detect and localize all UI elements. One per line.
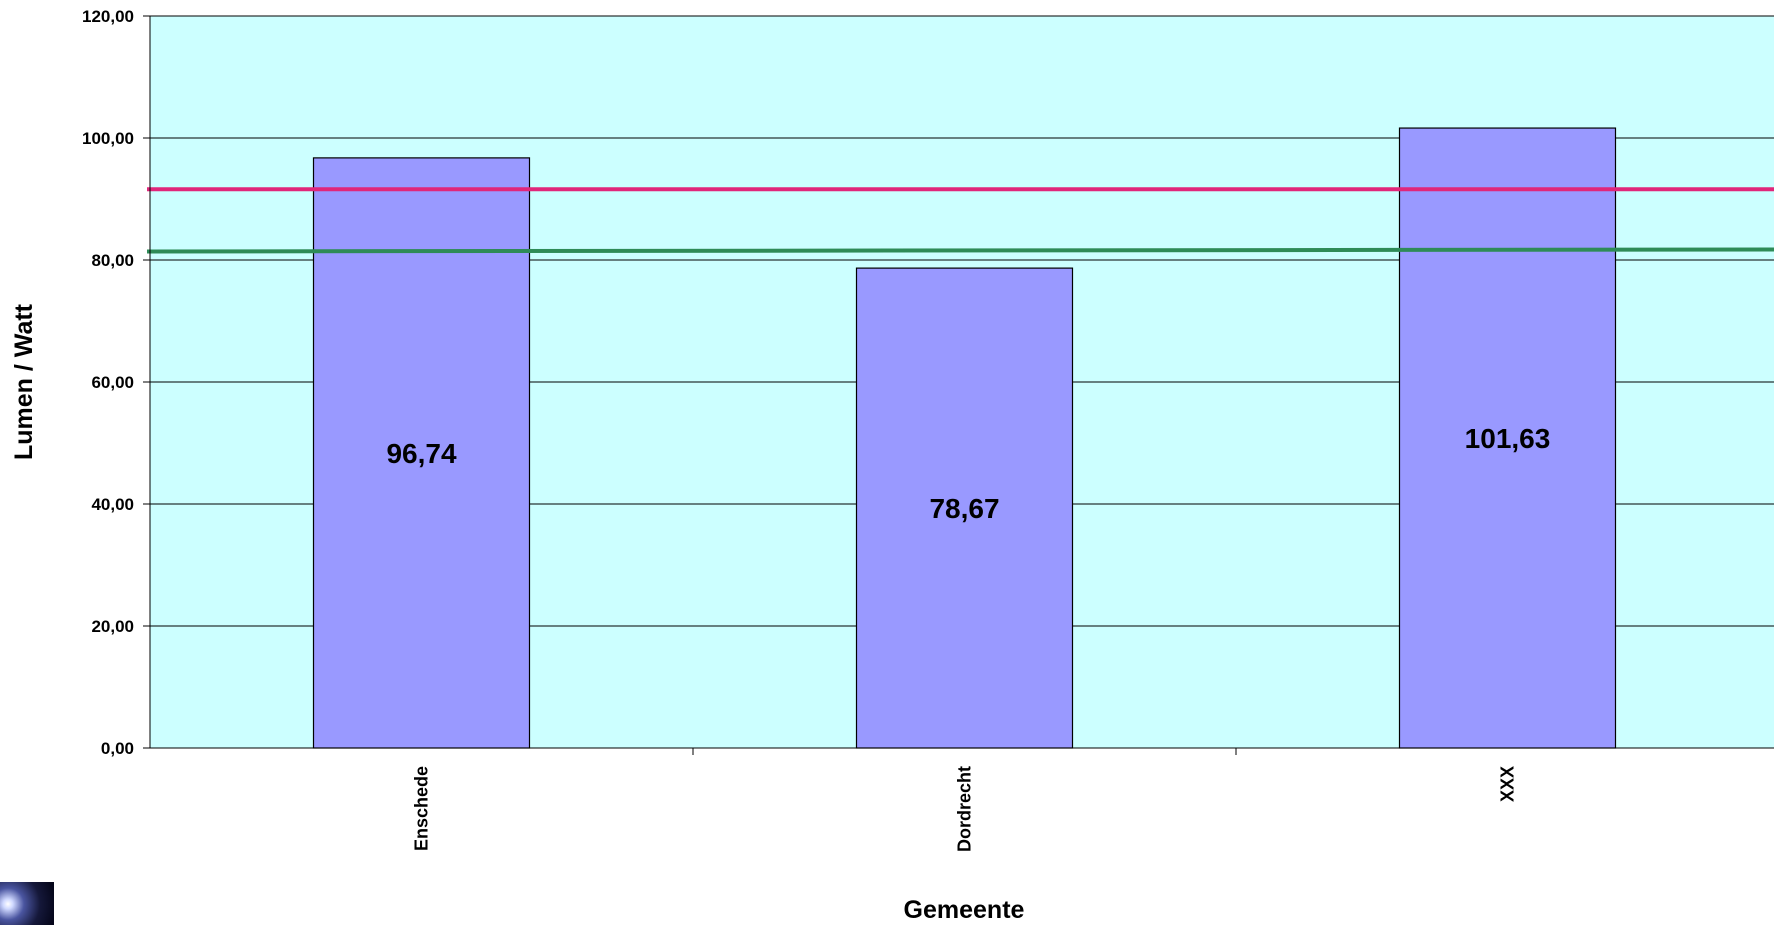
bar-enschede: [312, 157, 531, 749]
y-tick-label: 20,00: [91, 617, 134, 636]
logo-icon: [0, 882, 54, 925]
y-tick-label: 80,00: [91, 251, 134, 270]
y-tick-label: 120,00: [82, 7, 134, 26]
y-tick-label: 40,00: [91, 495, 134, 514]
data-label: 78,67: [929, 493, 999, 524]
x-tick-label: Enschede: [412, 766, 432, 851]
x-tick-label: Dordrecht: [955, 766, 975, 852]
y-tick-label: 0,00: [101, 739, 134, 758]
reference-lines: [146, 187, 1774, 254]
labels: 0,00 20,00 40,00 60,00 80,00 100,00 120,00 96,7…: [82, 7, 1550, 852]
bar-dordrecht: [855, 267, 1074, 749]
y-axis-title: Lumen / Watt: [10, 303, 38, 460]
reference-line: [146, 247, 1774, 254]
bars: [312, 127, 1617, 749]
data-label: 96,74: [386, 438, 456, 469]
axes: [143, 15, 1774, 755]
bar-xxx: [1398, 127, 1617, 749]
y-tick-label: 60,00: [91, 373, 134, 392]
x-tick-label: XXX: [1498, 766, 1518, 802]
y-tick-label: 100,00: [82, 129, 134, 148]
data-label: 101,63: [1465, 423, 1551, 454]
x-axis-title: Gemeente: [904, 896, 1025, 924]
